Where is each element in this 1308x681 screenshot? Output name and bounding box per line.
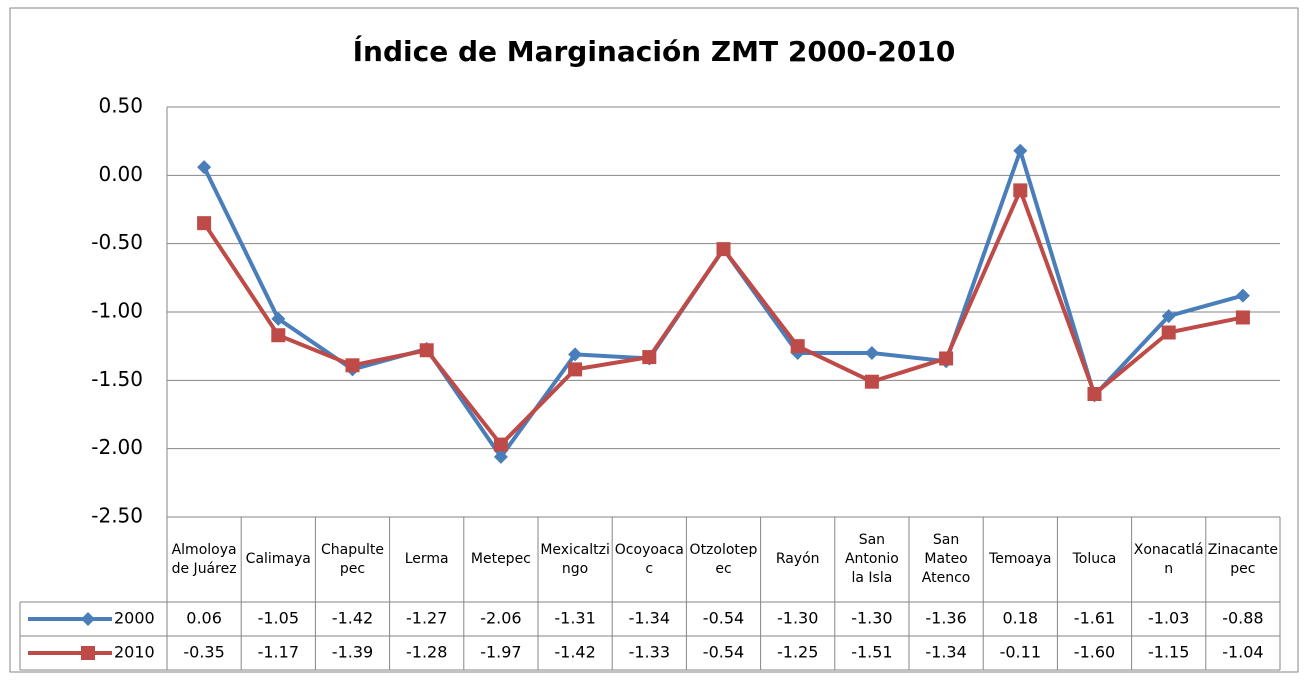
table-value: -0.54 [703, 643, 744, 662]
table-value: -1.36 [925, 609, 966, 628]
category-cell: Mexicaltzingo [540, 541, 610, 577]
x-tick-label: Toluca [1072, 551, 1117, 567]
category-cell: San Antonio la Isla [844, 532, 899, 586]
table-value: -0.88 [1222, 609, 1263, 628]
legend-label: 2000 [114, 609, 155, 628]
table-value: -1.25 [777, 643, 818, 662]
series-marker [197, 160, 212, 175]
category-cell: Ocoyoacac [614, 541, 684, 577]
category-cell: Calimaya [245, 551, 311, 567]
category-cell: Zinacantepec [1207, 541, 1278, 577]
x-tick-label: Lerma [404, 551, 449, 567]
x-tick-label: Temoaya [989, 551, 1052, 567]
category-cell: San Mateo Atenco [921, 532, 971, 586]
y-tick-label: -1.50 [91, 367, 143, 391]
table-value: -1.34 [925, 643, 966, 662]
series-marker [642, 350, 657, 365]
category-cell: Chapultepec [320, 541, 384, 577]
x-tick-label: San Mateo Atenco [921, 532, 971, 586]
table-value: -0.11 [1000, 643, 1041, 662]
x-tick-label: Metepec [470, 551, 531, 567]
series-marker [1235, 288, 1250, 303]
x-tick-label: Xonacatlán [1133, 541, 1204, 577]
legend-label: 2010 [114, 643, 155, 662]
table-value: -1.15 [1148, 643, 1189, 662]
table-value: 0.18 [1002, 609, 1038, 628]
series-marker [345, 358, 360, 373]
series-marker [271, 311, 286, 326]
table-value: -0.35 [183, 643, 224, 662]
series-marker [1161, 325, 1176, 340]
category-cell: Almoloya de Juárez [171, 541, 237, 577]
table-value: -1.33 [629, 643, 670, 662]
table-value: -1.42 [332, 609, 373, 628]
series-marker [493, 449, 508, 464]
table-value: -1.34 [629, 609, 670, 628]
table-value: -1.39 [332, 643, 373, 662]
series-marker [1087, 387, 1102, 401]
table-value: -1.30 [777, 609, 818, 628]
category-cell: Rayón [775, 551, 820, 567]
series-marker [864, 346, 879, 360]
x-tick-label: Chapultepec [320, 541, 384, 577]
table-value: 0.06 [186, 609, 222, 628]
y-tick-label: -2.00 [91, 435, 143, 459]
table-value: -2.06 [480, 609, 521, 628]
table-value: -0.54 [703, 609, 744, 628]
table-value: -1.61 [1074, 609, 1115, 628]
series-marker [568, 347, 583, 362]
series-marker [716, 242, 731, 257]
category-cell: Otzolotepec [689, 541, 758, 577]
series-marker [790, 339, 805, 354]
y-tick-label: -1.00 [91, 299, 143, 323]
category-cell: Temoaya [989, 551, 1052, 567]
table-value: -1.51 [851, 643, 892, 662]
table-value: -1.28 [406, 643, 447, 662]
category-cell: Toluca [1072, 551, 1117, 567]
series-marker [493, 437, 508, 452]
x-tick-label: Rayón [775, 551, 820, 567]
x-tick-label: Otzolotepec [689, 541, 758, 577]
table-value: -1.17 [258, 643, 299, 662]
table-value: -1.03 [1148, 609, 1189, 628]
series-marker [939, 351, 954, 366]
table-value: -1.27 [406, 609, 447, 628]
legend-marker [81, 646, 95, 660]
legend-marker [81, 612, 95, 626]
series-marker [1235, 310, 1250, 325]
x-tick-label: Almoloya de Juárez [171, 541, 237, 577]
series-marker [864, 374, 879, 389]
series-marker [197, 216, 212, 231]
y-tick-label: -0.50 [91, 230, 143, 254]
x-tick-label: Mexicaltzingo [540, 541, 610, 577]
chart-border [9, 7, 1299, 673]
category-cell: Metepec [470, 551, 531, 567]
table-value: -1.31 [554, 609, 595, 628]
table-value: -1.30 [851, 609, 892, 628]
x-tick-label: San Antonio la Isla [844, 532, 899, 586]
y-tick-label: 0.00 [98, 162, 143, 186]
table-value: -1.42 [554, 643, 595, 662]
chart-title: Índice de Marginación ZMT 2000-2010 [353, 34, 956, 68]
series-marker [1013, 183, 1028, 198]
series-marker [1013, 143, 1028, 158]
table-value: -1.60 [1074, 643, 1115, 662]
y-tick-label: 0.50 [98, 94, 143, 118]
y-tick-label: -2.50 [91, 504, 143, 528]
x-tick-label: Zinacantepec [1207, 541, 1278, 577]
x-tick-label: Ocoyoacac [614, 541, 684, 577]
series-marker [271, 328, 286, 343]
table-value: -1.05 [258, 609, 299, 628]
series-marker [419, 343, 434, 358]
table-value: -1.04 [1222, 643, 1263, 662]
series-marker [1161, 309, 1176, 324]
series-marker [568, 362, 583, 377]
table-value: -1.97 [480, 643, 521, 662]
category-cell: Lerma [404, 551, 449, 567]
x-tick-label: Calimaya [245, 551, 311, 567]
category-cell: Xonacatlán [1133, 541, 1204, 577]
